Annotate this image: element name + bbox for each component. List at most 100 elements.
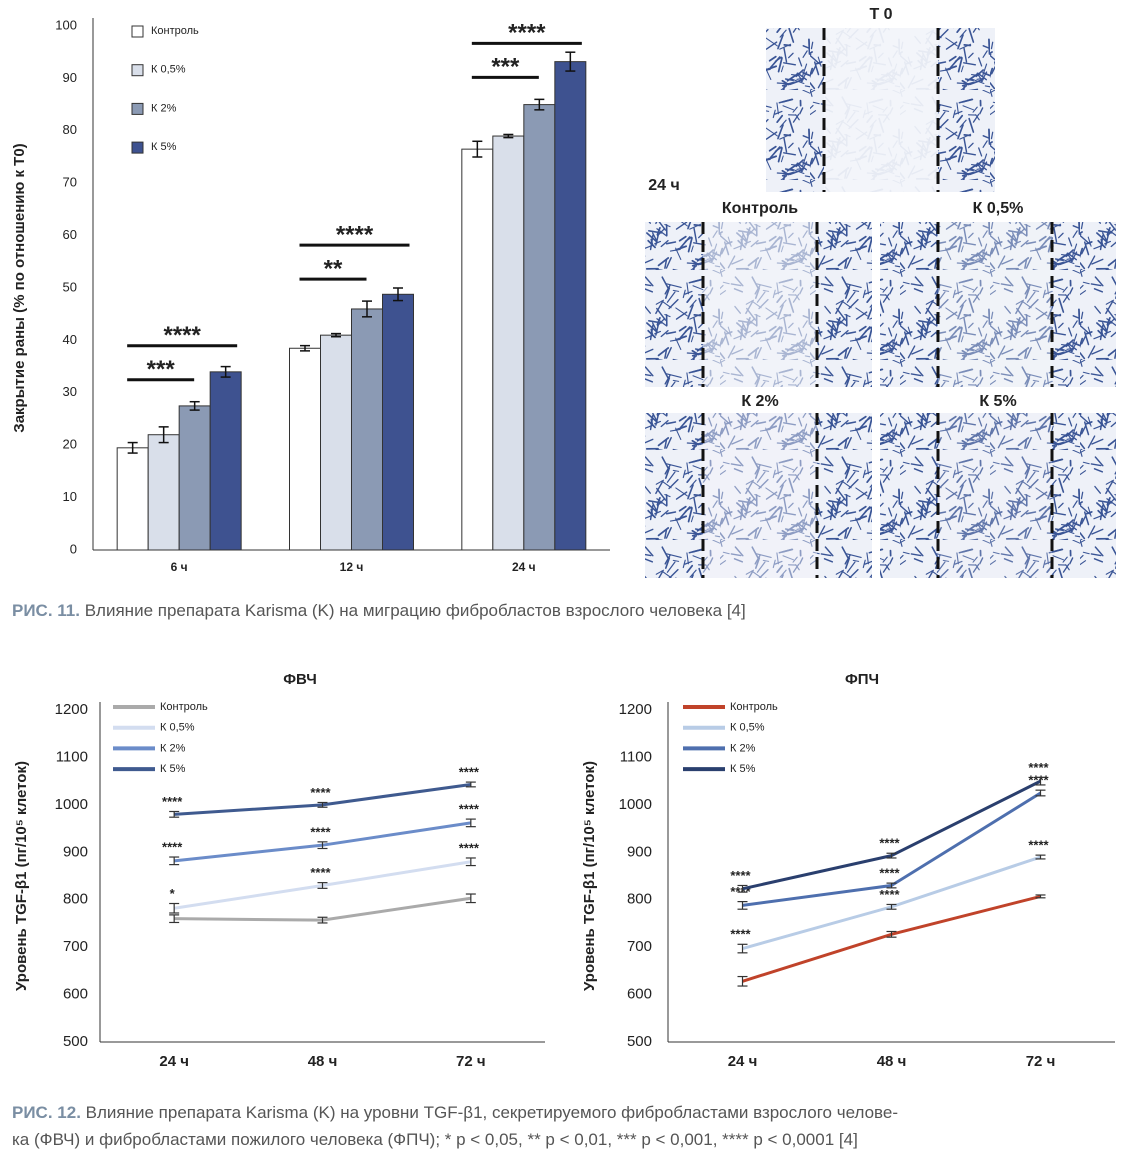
y-tick-label: 60	[63, 227, 77, 242]
significance-label: ****	[163, 322, 201, 349]
chart-title: ФПЧ	[845, 671, 879, 688]
microscopy-panel	[880, 222, 1116, 387]
legend-label: К 5%	[730, 763, 756, 775]
error-bar	[393, 287, 403, 302]
significance-label: ****	[459, 840, 480, 855]
y-tick-label: 900	[627, 843, 652, 860]
bar	[147, 434, 180, 551]
y-tick-label: 500	[627, 1033, 652, 1050]
panel-label: 24 ч	[648, 177, 680, 194]
significance-label: ****	[310, 824, 331, 839]
error-bar	[317, 916, 328, 924]
panel-label: Контроль	[722, 200, 798, 217]
error-bar	[158, 426, 169, 444]
legend-label: К 5%	[160, 763, 186, 775]
panel-label: К 0,5%	[973, 200, 1024, 217]
error-bar	[317, 801, 328, 808]
y-tick-label: 1200	[55, 701, 88, 718]
caption-label: РИС. 12.	[12, 1103, 81, 1122]
y-tick-label: 800	[627, 891, 652, 908]
legend-label: К 0,5%	[151, 64, 186, 76]
y-tick-label: 40	[63, 332, 77, 347]
legend-label: К 2%	[151, 102, 177, 114]
y-tick-label: 1200	[619, 701, 652, 718]
x-tick-label: 12 ч	[340, 560, 364, 574]
x-tick-label: 24 ч	[159, 1053, 189, 1070]
panel-label: К 2%	[741, 393, 778, 410]
caption-text: Влияние препарата Karisma (K) на миграци…	[85, 601, 746, 620]
legend-label: К 2%	[730, 742, 756, 754]
error-bar	[737, 884, 748, 893]
error-bar	[317, 841, 328, 850]
y-tick-label: 70	[63, 175, 77, 190]
x-tick-label: 24 ч	[512, 560, 536, 574]
error-bar	[534, 98, 545, 111]
significance-label: *	[170, 886, 176, 901]
error-bar	[737, 975, 748, 987]
bar	[289, 347, 321, 551]
error-bar	[1035, 776, 1046, 786]
legend-label: Контроль	[160, 701, 208, 713]
significance-label: ****	[459, 765, 480, 780]
x-tick-label: 72 ч	[1026, 1053, 1056, 1070]
significance-label: ****	[730, 868, 751, 883]
error-bar	[331, 332, 341, 338]
y-tick-label: 10	[63, 489, 77, 504]
bar	[116, 447, 149, 551]
bar	[209, 371, 242, 551]
panel-label: Т 0	[869, 6, 892, 23]
y-axis-label: Уровень TGF-β1 (пг/10⁵ клеток)	[581, 761, 598, 991]
error-bar	[300, 344, 310, 352]
error-bar	[737, 901, 748, 910]
microscopy-panel	[880, 413, 1116, 578]
error-bar	[169, 810, 180, 818]
bar	[523, 104, 556, 551]
y-tick-label: 50	[63, 279, 77, 294]
error-bar	[169, 914, 180, 924]
error-bar	[169, 902, 180, 914]
x-tick-label: 6 ч	[171, 560, 188, 574]
legend-swatch	[131, 102, 144, 115]
error-bar	[465, 857, 476, 867]
significance-label: ****	[1028, 760, 1049, 775]
caption-text: Влияние препарата Karisma (K) на уровни …	[86, 1103, 898, 1122]
legend-swatch	[131, 25, 144, 38]
significance-label: ****	[879, 866, 900, 881]
significance-label: ****	[310, 785, 331, 800]
bar	[382, 293, 414, 551]
error-bar	[465, 781, 476, 788]
y-tick-label: 80	[63, 122, 77, 137]
error-bar	[565, 51, 576, 72]
error-bar	[317, 882, 328, 889]
error-bar	[503, 133, 514, 139]
significance-label: ****	[508, 20, 546, 47]
x-tick-label: 24 ч	[728, 1053, 758, 1070]
error-bar	[1035, 894, 1046, 899]
significance-label: ****	[162, 839, 183, 854]
significance-label: **	[324, 255, 343, 282]
y-tick-label: 600	[63, 986, 88, 1003]
error-bar	[465, 893, 476, 904]
legend-label: К 0,5%	[160, 722, 195, 734]
significance-label: ****	[730, 927, 751, 942]
error-bar	[169, 856, 180, 866]
legend-label: Контроль	[730, 701, 778, 713]
error-bar	[886, 852, 897, 859]
y-tick-label: 1100	[56, 748, 88, 765]
legend-swatch	[131, 141, 144, 154]
significance-label: ***	[491, 54, 520, 81]
y-tick-label: 0	[70, 541, 77, 556]
caption-label: РИС. 11.	[12, 601, 80, 620]
chart-title: ФВЧ	[283, 671, 317, 688]
y-tick-label: 500	[63, 1033, 88, 1050]
y-tick-label: 700	[63, 938, 88, 955]
error-bar	[737, 943, 748, 954]
y-tick-label: 20	[63, 437, 77, 452]
error-bar	[886, 903, 897, 910]
caption-text: ка (ФВЧ) и фибробластами пожилого челове…	[12, 1130, 858, 1149]
error-bar	[886, 930, 897, 938]
significance-label: ****	[310, 865, 331, 880]
significance-label: ****	[336, 221, 374, 248]
error-bar	[127, 441, 138, 454]
legend-label: К 2%	[160, 742, 186, 754]
